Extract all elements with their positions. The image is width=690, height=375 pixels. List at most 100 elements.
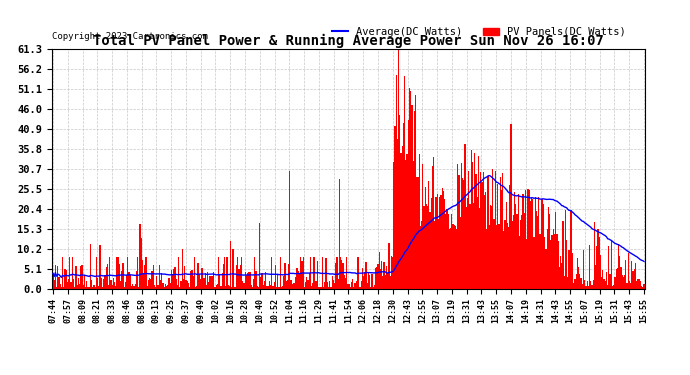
Bar: [405, 160, 406, 289]
Bar: [246, 275, 247, 289]
Bar: [491, 206, 492, 289]
Bar: [382, 276, 384, 289]
Bar: [183, 279, 184, 289]
Bar: [106, 267, 107, 289]
Bar: [614, 277, 615, 289]
Bar: [210, 276, 212, 289]
Bar: [242, 281, 244, 289]
Bar: [179, 287, 181, 289]
Bar: [368, 272, 369, 289]
Bar: [66, 270, 67, 289]
Bar: [263, 285, 264, 289]
Bar: [132, 284, 133, 289]
Bar: [126, 275, 127, 289]
Bar: [416, 177, 417, 289]
Bar: [369, 275, 371, 289]
Bar: [617, 268, 618, 289]
Bar: [288, 264, 289, 289]
Bar: [549, 214, 551, 289]
Bar: [590, 281, 591, 289]
Bar: [413, 162, 414, 289]
Bar: [373, 287, 374, 289]
Bar: [102, 287, 103, 289]
Bar: [456, 229, 457, 289]
Bar: [511, 222, 513, 289]
Bar: [455, 226, 456, 289]
Bar: [575, 274, 577, 289]
Bar: [154, 285, 155, 289]
Bar: [175, 267, 176, 289]
Bar: [265, 272, 266, 289]
Bar: [166, 286, 167, 289]
Bar: [241, 257, 242, 289]
Bar: [457, 164, 458, 289]
Bar: [435, 197, 437, 289]
Bar: [264, 280, 265, 289]
Bar: [618, 243, 619, 289]
Bar: [207, 272, 208, 289]
Bar: [424, 187, 426, 289]
Bar: [629, 281, 630, 289]
Bar: [458, 175, 460, 289]
Bar: [292, 284, 293, 289]
Bar: [572, 253, 573, 289]
Bar: [487, 176, 489, 289]
Bar: [480, 172, 482, 289]
Bar: [361, 282, 362, 289]
Bar: [172, 274, 173, 289]
Bar: [344, 274, 345, 289]
Bar: [249, 272, 250, 289]
Bar: [631, 261, 633, 289]
Bar: [450, 228, 451, 289]
Bar: [624, 275, 625, 289]
Bar: [564, 276, 565, 289]
Bar: [161, 273, 162, 289]
Bar: [431, 198, 432, 289]
Bar: [250, 285, 252, 289]
Bar: [584, 280, 585, 289]
Bar: [570, 210, 571, 289]
Bar: [503, 231, 504, 289]
Bar: [95, 287, 96, 289]
Bar: [580, 278, 582, 289]
Bar: [114, 282, 115, 289]
Bar: [215, 285, 217, 289]
Bar: [556, 234, 558, 289]
Bar: [636, 281, 638, 289]
Bar: [248, 272, 249, 289]
Bar: [223, 264, 224, 289]
Bar: [193, 276, 194, 289]
Bar: [426, 204, 427, 289]
Bar: [468, 171, 469, 289]
Bar: [190, 271, 191, 289]
Bar: [168, 278, 170, 289]
Bar: [178, 257, 179, 289]
Bar: [234, 286, 235, 289]
Bar: [429, 212, 431, 289]
Bar: [513, 215, 514, 289]
Bar: [353, 287, 355, 289]
Bar: [540, 198, 542, 289]
Bar: [586, 281, 588, 289]
Bar: [220, 286, 221, 289]
Bar: [93, 285, 95, 289]
Bar: [181, 249, 183, 289]
Bar: [392, 257, 393, 289]
Bar: [377, 264, 379, 289]
Bar: [112, 278, 114, 289]
Bar: [336, 257, 337, 289]
Bar: [255, 271, 257, 289]
Bar: [489, 225, 490, 289]
Bar: [385, 275, 386, 289]
Bar: [160, 280, 161, 289]
Bar: [443, 191, 444, 289]
Bar: [641, 286, 642, 289]
Bar: [199, 274, 200, 289]
Bar: [276, 287, 277, 289]
Bar: [558, 241, 559, 289]
Bar: [81, 265, 83, 289]
Bar: [130, 275, 131, 289]
Bar: [127, 257, 128, 289]
Bar: [630, 283, 631, 289]
Bar: [122, 262, 124, 289]
